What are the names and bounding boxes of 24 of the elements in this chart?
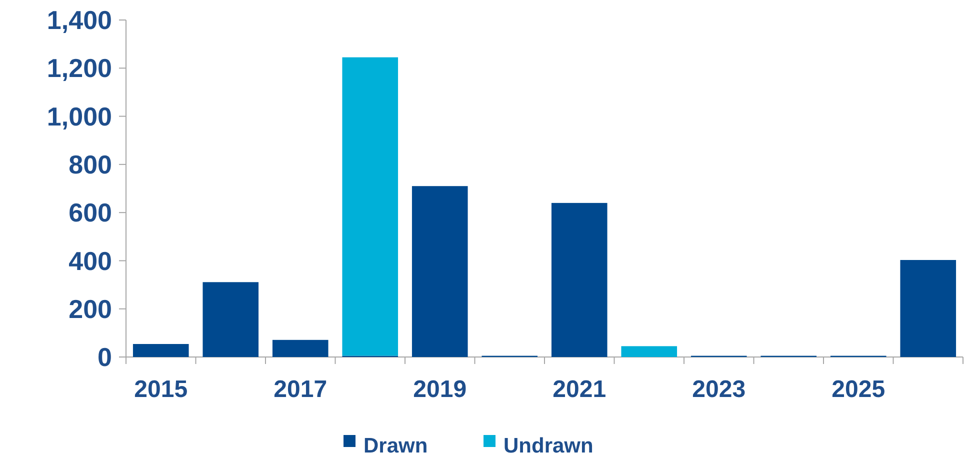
bar: [551, 202, 608, 357]
y-tick-label: 400: [68, 246, 112, 276]
y-tick-label: 1,200: [46, 53, 112, 84]
bar: [342, 57, 398, 356]
bar: [412, 186, 468, 357]
y-tick-label: 200: [68, 294, 112, 324]
legend-label: Undrawn: [504, 434, 594, 458]
x-tick-label: 2025: [832, 376, 886, 403]
y-tick-label: 600: [68, 198, 112, 228]
bar: [621, 346, 678, 357]
x-tick-label: 2017: [274, 376, 328, 403]
y-tick-label: 1,400: [46, 5, 112, 36]
y-tick-label: 800: [68, 150, 112, 180]
legend-label: Drawn: [364, 434, 428, 458]
bar: [132, 344, 189, 357]
x-tick-label: 2023: [692, 376, 746, 403]
bar: [272, 340, 328, 357]
y-tick-label: 1,000: [46, 101, 112, 132]
bar: [900, 260, 956, 357]
x-tick-label: 2021: [552, 376, 606, 403]
y-tick-label: 0: [98, 342, 112, 372]
x-tick-label: 2015: [134, 376, 188, 403]
bar: [202, 282, 259, 357]
x-tick-label: 2019: [413, 376, 467, 403]
